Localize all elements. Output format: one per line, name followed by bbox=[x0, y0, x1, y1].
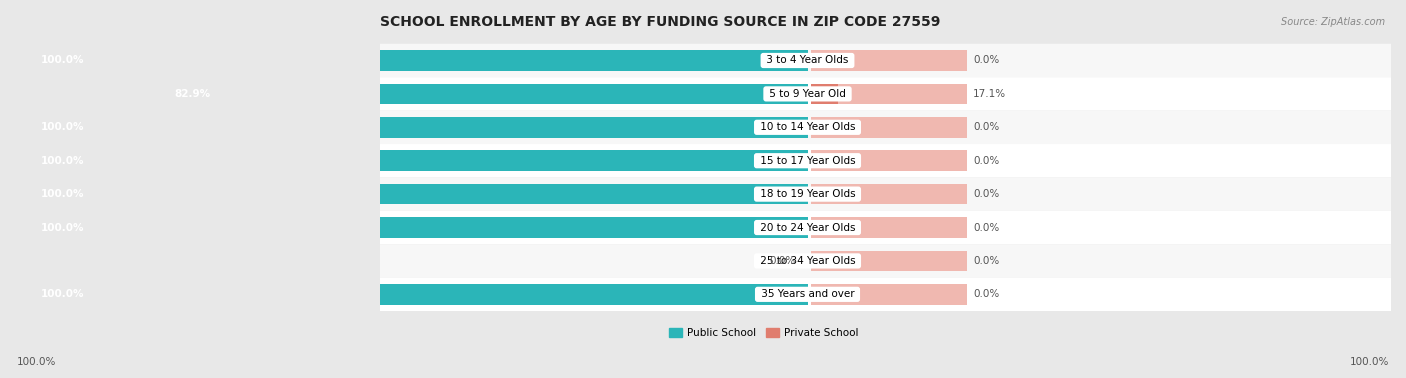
Text: 0.0%: 0.0% bbox=[973, 189, 1000, 199]
Text: Source: ZipAtlas.com: Source: ZipAtlas.com bbox=[1281, 17, 1385, 27]
FancyBboxPatch shape bbox=[380, 77, 1391, 111]
FancyBboxPatch shape bbox=[380, 244, 1391, 277]
Text: 20 to 24 Year Olds: 20 to 24 Year Olds bbox=[756, 223, 859, 232]
Text: 100.0%: 100.0% bbox=[17, 357, 56, 367]
Text: 82.9%: 82.9% bbox=[174, 89, 211, 99]
Text: 100.0%: 100.0% bbox=[41, 289, 84, 299]
FancyBboxPatch shape bbox=[380, 111, 1391, 144]
Text: 0.0%: 0.0% bbox=[973, 156, 1000, 166]
Text: 100.0%: 100.0% bbox=[41, 223, 84, 232]
Text: 0.0%: 0.0% bbox=[973, 256, 1000, 266]
Text: 0.0%: 0.0% bbox=[973, 122, 1000, 132]
Text: 18 to 19 Year Olds: 18 to 19 Year Olds bbox=[756, 189, 859, 199]
Text: 15 to 17 Year Olds: 15 to 17 Year Olds bbox=[756, 156, 859, 166]
Bar bbox=[30, 217, 807, 238]
Text: 17.1%: 17.1% bbox=[973, 89, 1007, 99]
Bar bbox=[811, 251, 967, 271]
Text: 0.0%: 0.0% bbox=[973, 289, 1000, 299]
Text: SCHOOL ENROLLMENT BY AGE BY FUNDING SOURCE IN ZIP CODE 27559: SCHOOL ENROLLMENT BY AGE BY FUNDING SOUR… bbox=[380, 15, 941, 29]
Text: 0.0%: 0.0% bbox=[973, 56, 1000, 65]
Text: 0.0%: 0.0% bbox=[769, 256, 796, 266]
Text: 100.0%: 100.0% bbox=[41, 189, 84, 199]
Text: 0.0%: 0.0% bbox=[973, 223, 1000, 232]
Bar bbox=[811, 150, 967, 171]
Bar bbox=[811, 217, 967, 238]
Bar bbox=[811, 117, 967, 138]
Bar bbox=[811, 84, 967, 104]
Bar bbox=[30, 284, 807, 305]
Text: 35 Years and over: 35 Years and over bbox=[758, 289, 858, 299]
Bar bbox=[811, 284, 967, 305]
Bar bbox=[811, 50, 967, 71]
Bar bbox=[30, 150, 807, 171]
Text: 100.0%: 100.0% bbox=[41, 156, 84, 166]
Bar bbox=[811, 184, 967, 204]
Text: 5 to 9 Year Old: 5 to 9 Year Old bbox=[766, 89, 849, 99]
Text: 100.0%: 100.0% bbox=[1350, 357, 1389, 367]
FancyBboxPatch shape bbox=[380, 211, 1391, 244]
FancyBboxPatch shape bbox=[380, 144, 1391, 177]
Text: 25 to 34 Year Olds: 25 to 34 Year Olds bbox=[756, 256, 859, 266]
FancyBboxPatch shape bbox=[380, 177, 1391, 211]
Text: 100.0%: 100.0% bbox=[41, 122, 84, 132]
Bar bbox=[30, 117, 807, 138]
Bar bbox=[811, 84, 838, 104]
Bar bbox=[30, 184, 807, 204]
Bar bbox=[163, 84, 807, 104]
Bar bbox=[30, 50, 807, 71]
FancyBboxPatch shape bbox=[380, 277, 1391, 311]
FancyBboxPatch shape bbox=[380, 44, 1391, 77]
Text: 100.0%: 100.0% bbox=[41, 56, 84, 65]
Legend: Public School, Private School: Public School, Private School bbox=[665, 324, 863, 342]
Text: 10 to 14 Year Olds: 10 to 14 Year Olds bbox=[756, 122, 859, 132]
Text: 3 to 4 Year Olds: 3 to 4 Year Olds bbox=[763, 56, 852, 65]
